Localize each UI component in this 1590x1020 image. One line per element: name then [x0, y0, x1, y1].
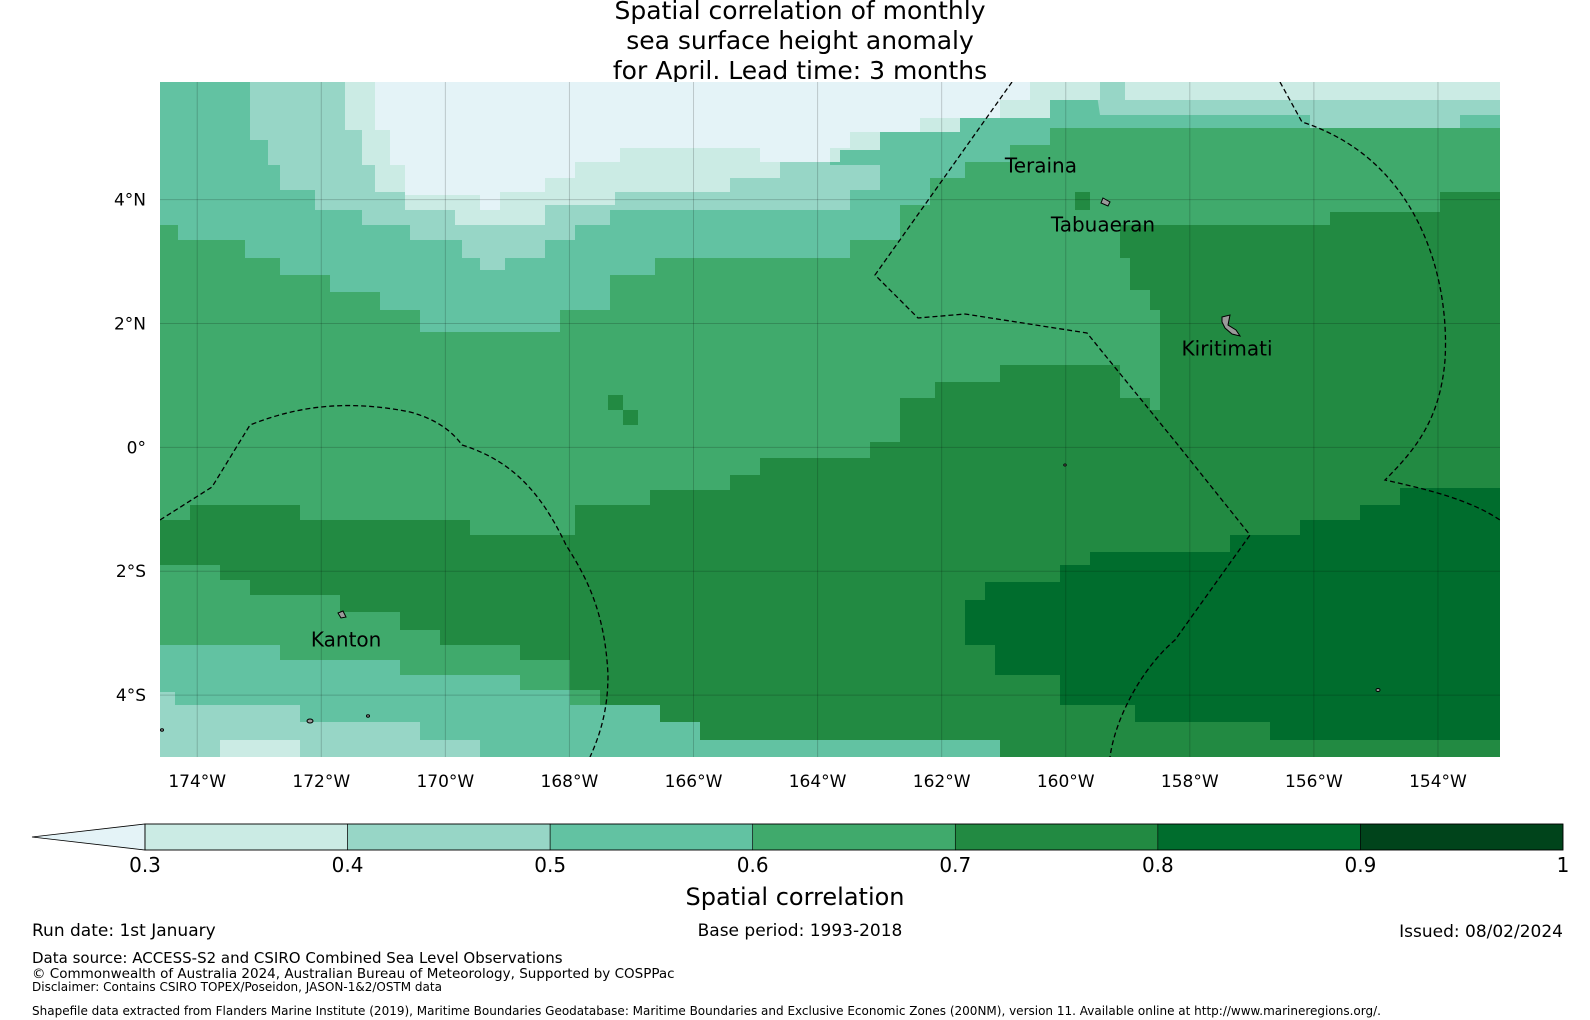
colorbar-segment [752, 823, 956, 851]
lon-tick-label: 166°W [665, 772, 723, 792]
colorbar-segment [1157, 823, 1361, 851]
lon-tick-label: 172°W [292, 772, 350, 792]
lon-tick-label: 156°W [1285, 772, 1343, 792]
place-labels: Teraina Tabuaeran Kiritimati Kanton [311, 154, 1273, 652]
island-small [366, 714, 370, 718]
title-line-2: sea surface height anomaly [626, 26, 974, 55]
copyright: © Commonwealth of Australia 2024, Austra… [32, 966, 675, 982]
colorbar-label: Spatial correlation [685, 883, 905, 911]
region-0.8-0.9 [965, 488, 1500, 740]
colorbar-tick-label: 1 [1556, 853, 1570, 877]
island-small [306, 718, 314, 724]
lat-tick-label: 2°S [116, 562, 146, 582]
colorbar-tick-label: 0.4 [331, 853, 364, 877]
colorbar-tick-label: 0.6 [736, 853, 769, 877]
lat-axis: 4°N 2°N 0° 2°S 4°S [114, 191, 146, 706]
eez-boundaries [160, 82, 1500, 757]
lon-tick-label: 154°W [1409, 772, 1467, 792]
region-0.7-0.8-north [1120, 225, 1330, 365]
region-spot [608, 395, 623, 410]
lon-tick-label: 162°W [913, 772, 971, 792]
island-small [1063, 463, 1067, 467]
data-source: Data source: ACCESS-S2 and CSIRO Combine… [32, 949, 563, 967]
colorbar-tick-label: 0.8 [1141, 853, 1174, 877]
lon-tick-label: 168°W [541, 772, 599, 792]
issued-date: Issued: 08/02/2024 [1399, 922, 1563, 942]
heatmap-field [160, 82, 1500, 757]
colorbar-segment [1360, 823, 1564, 851]
colorbar-frame [144, 823, 1564, 851]
region-under-0.3 [375, 82, 1030, 210]
colorbar-segment [954, 823, 1159, 851]
region-0.4-0.5 [250, 82, 880, 270]
base-period: Base period: 1993-2018 [697, 921, 903, 941]
lon-tick-label: 158°W [1161, 772, 1219, 792]
shapefile-credit: Shapefile data extracted from Flanders M… [32, 1004, 1381, 1018]
eez-boundary-east [1279, 82, 1500, 521]
island-small [1375, 688, 1381, 692]
eez-boundary-phoenix [160, 404, 609, 757]
place-label-teraina: Teraina [1004, 154, 1077, 178]
place-label-kiritimati: Kiritimati [1182, 336, 1273, 360]
colorbar-tick-label: 0.5 [534, 853, 567, 877]
lat-tick-label: 2°N [114, 315, 146, 335]
colorbar-tick-label: 0.9 [1344, 853, 1377, 877]
colorbar-tick-label: 0.3 [129, 853, 161, 877]
lon-tick-label: 164°W [789, 772, 847, 792]
colorbar-segment [347, 823, 551, 851]
lon-tick-label: 170°W [416, 772, 474, 792]
colorbar-under-triangle [31, 823, 146, 851]
island-tabuaeran-shape [1100, 197, 1111, 207]
lat-tick-label: 4°S [116, 686, 146, 706]
title-line-1: Spatial correlation of monthly [614, 0, 986, 25]
gridlines [160, 82, 1500, 757]
region-spot [623, 410, 638, 425]
colorbar-tick-label: 0.7 [939, 853, 972, 877]
islands [160, 197, 1381, 732]
place-label-tabuaeran: Tabuaeran [1050, 212, 1155, 236]
colorbar [31, 823, 1564, 851]
place-label-kanton: Kanton [311, 627, 381, 651]
lon-tick-label: 160°W [1037, 772, 1095, 792]
lon-axis: 174°W 172°W 170°W 168°W 166°W 164°W 162°W 160°W… [168, 772, 1467, 792]
region-0.3-0.4-south [220, 740, 300, 757]
lat-tick-label: 0° [127, 438, 146, 458]
colorbar-segments [144, 823, 1564, 851]
island-kiritimati-shape [1221, 314, 1242, 337]
run-date: Run date: 1st January [32, 921, 216, 941]
lat-tick-label: 4°N [114, 191, 146, 211]
lon-tick-label: 174°W [168, 772, 226, 792]
island-kanton-shape [337, 610, 347, 619]
disclaimer: Disclaimer: Contains CSIRO TOPEX/Poseido… [32, 980, 442, 994]
colorbar-segment [549, 823, 754, 851]
region-0.3-0.4-ne [1125, 82, 1500, 100]
title-line-3: for April. Lead time: 3 months [612, 56, 988, 85]
island-small [160, 728, 164, 732]
region-0.7-0.8-spot [1075, 192, 1090, 210]
colorbar-segment [144, 823, 348, 851]
chart-title: Spatial correlation of monthly sea surfa… [440, 0, 1160, 86]
